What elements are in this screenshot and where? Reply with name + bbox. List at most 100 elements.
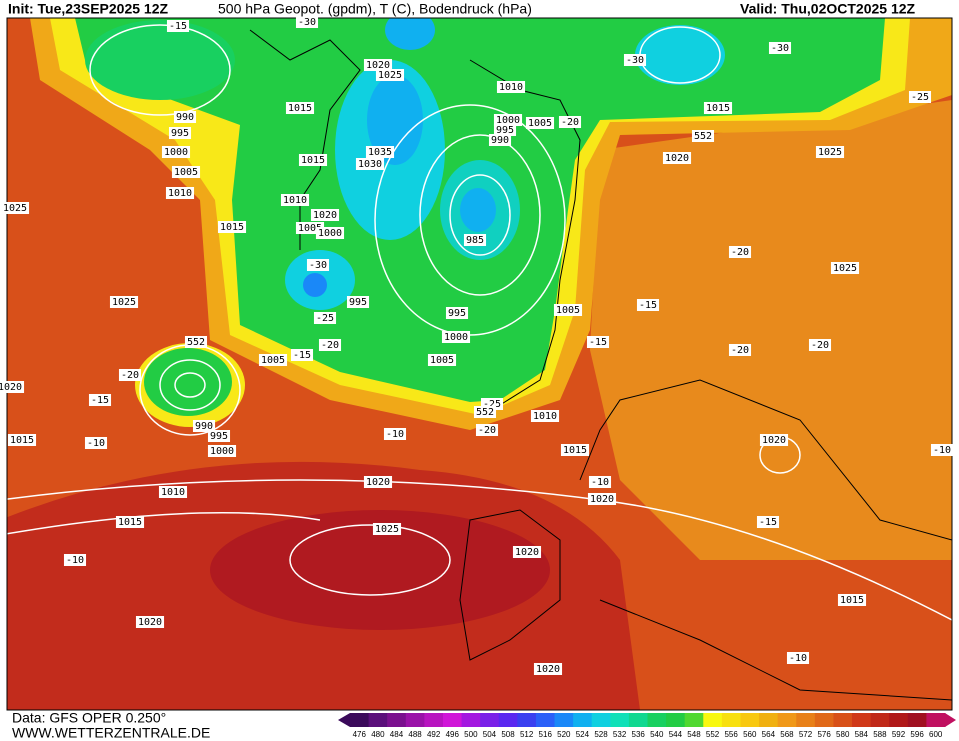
- label-box: [118, 369, 142, 381]
- contour-label: 1020: [366, 60, 390, 71]
- label-box: [306, 259, 330, 271]
- label-box: [558, 116, 582, 128]
- colorbar-label: 484: [390, 730, 404, 739]
- colorbar-swatch: [852, 713, 872, 727]
- colorbar-label: 576: [817, 730, 831, 739]
- colorbar-swatch: [591, 713, 611, 727]
- colorbar-label: 488: [408, 730, 422, 739]
- colorbar-label: 516: [539, 730, 553, 739]
- colorbar-swatch: [926, 713, 946, 727]
- label-box: [496, 81, 526, 93]
- contour-label: 552: [476, 407, 494, 418]
- contour-label: 1025: [3, 203, 27, 214]
- cold-pool: [635, 25, 725, 85]
- contour-label: -25: [316, 313, 334, 324]
- contour-label: 1005: [174, 167, 198, 178]
- colorbar-swatch: [610, 713, 630, 727]
- colorbar-label: 524: [576, 730, 590, 739]
- low-north: [85, 20, 235, 100]
- label-box: [375, 69, 405, 81]
- label-box: [315, 227, 345, 239]
- contour-label: 1025: [375, 524, 399, 535]
- contour-label: 995: [496, 125, 514, 136]
- contour-label: 990: [176, 112, 194, 123]
- contour-label: 1020: [366, 477, 390, 488]
- map-frame: [6, 17, 953, 711]
- label-box: [463, 234, 487, 246]
- contour-label: 1025: [818, 147, 842, 158]
- contour-label: 1005: [556, 305, 580, 316]
- contour-label: -15: [589, 337, 607, 348]
- colorbar-label: 588: [873, 730, 887, 739]
- colorbar-label: 580: [836, 730, 850, 739]
- colorbar-swatch: [442, 713, 463, 727]
- label-box: [525, 117, 555, 129]
- contour-label: -10: [386, 429, 404, 440]
- contour-label: 1020: [665, 153, 689, 164]
- contour-label: 1010: [168, 188, 192, 199]
- contour-label: 1000: [496, 115, 520, 126]
- contour-label: 1015: [301, 155, 325, 166]
- label-box: [158, 486, 188, 498]
- website: WWW.WETTERZENTRALE.DE: [12, 725, 210, 741]
- label-box: [295, 16, 319, 28]
- contour-label: 995: [171, 128, 189, 139]
- colorbar-label: 560: [743, 730, 757, 739]
- contour-label: 1000: [210, 446, 234, 457]
- map: [6, 17, 953, 711]
- label-box: [691, 130, 715, 142]
- label-box: [623, 54, 647, 66]
- label-box: [383, 428, 407, 440]
- colorbar-label: 536: [632, 730, 646, 739]
- contour-label: -10: [591, 477, 609, 488]
- colorbar-swatch: [777, 713, 797, 727]
- colorbar-label: 592: [892, 730, 906, 739]
- contour-label: -10: [789, 653, 807, 664]
- label-box: [662, 152, 692, 164]
- contour-label: 1025: [112, 297, 136, 308]
- colorbar-swatch: [628, 713, 648, 727]
- colorbar-swatch: [387, 713, 407, 727]
- map-labels: 1015101510351030102010251010102010051000…: [0, 16, 954, 675]
- cold-core: [367, 75, 423, 165]
- isobars: [7, 24, 952, 621]
- colorbar-swatch: [554, 713, 574, 727]
- label-box: [768, 42, 792, 54]
- label-box: [318, 339, 342, 351]
- label-box: [808, 339, 832, 351]
- colorbar-swatch: [647, 713, 667, 727]
- colorbar-swatch: [405, 713, 425, 727]
- contour-label: -10: [933, 445, 951, 456]
- colorbar-swatch: [368, 713, 388, 727]
- contour-label: -15: [639, 300, 657, 311]
- colorbar-label: 500: [464, 730, 478, 739]
- contour-label: -20: [811, 340, 829, 351]
- low-west: [144, 348, 232, 416]
- label-box: [728, 344, 752, 356]
- contour-label: 1020: [313, 210, 337, 221]
- label-box: [184, 336, 208, 348]
- colorbar-label: 520: [557, 730, 571, 739]
- contour-label: -20: [478, 425, 496, 436]
- label-box: [290, 349, 314, 361]
- colorbar-label: 568: [780, 730, 794, 739]
- label-box: [441, 331, 471, 343]
- label-box: [165, 187, 195, 199]
- colorbar-swatch: [535, 713, 556, 727]
- label-box: [786, 652, 810, 664]
- label-box: [217, 221, 247, 233]
- colorbar: 476 480 484 488 492 496 500 504 508 512 516 520 524 5…: [338, 713, 956, 739]
- contour-label: 1005: [528, 118, 552, 129]
- contour-label: 1010: [283, 195, 307, 206]
- label-box: [908, 91, 932, 103]
- contour-label: -30: [309, 260, 327, 271]
- label-box: [587, 493, 617, 505]
- label-box: [512, 546, 542, 558]
- contour-label: -20: [731, 345, 749, 356]
- label-box: [493, 114, 523, 126]
- contour-label: -10: [66, 555, 84, 566]
- colorbar-arrow-left: [338, 713, 350, 727]
- contour-label: 1015: [563, 445, 587, 456]
- label-box: [258, 354, 288, 366]
